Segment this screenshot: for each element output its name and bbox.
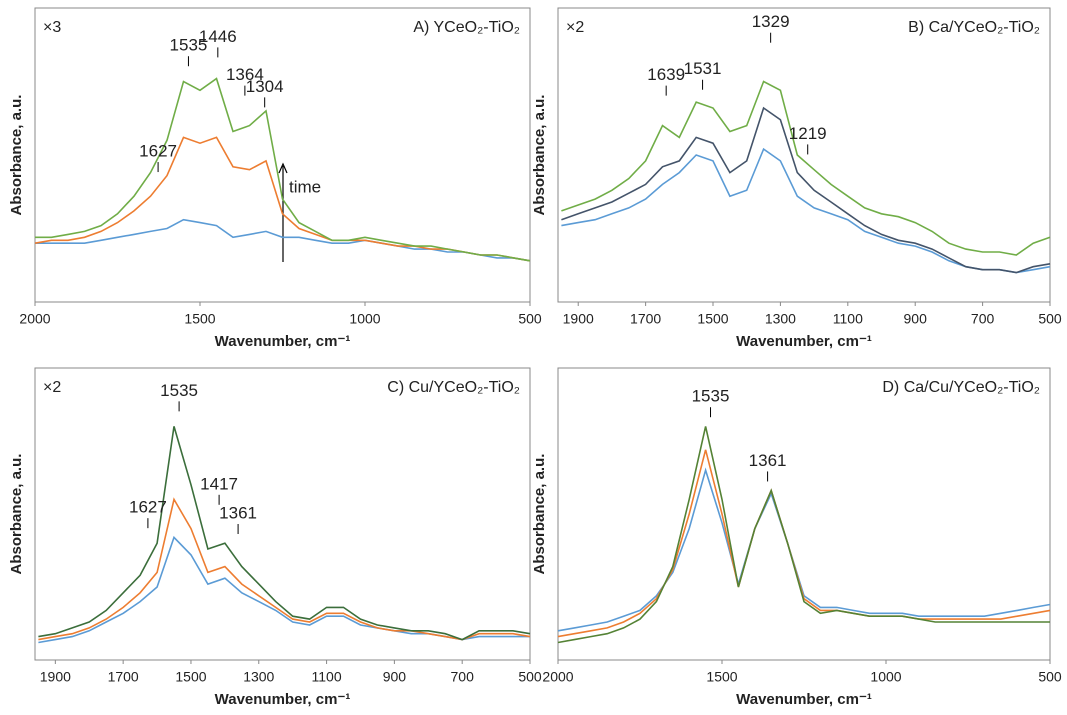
x-tick-label: 500 [518,669,542,685]
spectrum-line [35,77,531,262]
peak-label: 1304 [246,77,284,96]
time-label: time [289,177,321,196]
peak-label: 1639 [647,65,685,84]
y-axis-label: Absorbance, a.u. [531,95,548,216]
panel-title: C) Cu/YCeO₂-TiO₂ [387,379,520,396]
spectrum-line [38,497,531,641]
x-tick-label: 500 [518,311,542,327]
x-tick-label: 1500 [697,311,728,327]
peak-label: 1535 [170,36,208,55]
spectrum-line [38,426,531,641]
x-tick-label: 1100 [312,669,342,685]
peak-label: 1535 [160,381,198,400]
scale-note: ×3 [43,19,61,36]
spectrum-line [557,449,1051,638]
x-tick-label: 700 [971,311,995,327]
x-axis-label: Wavenumber, cm⁻¹ [215,333,351,350]
peak-label: 1627 [139,142,177,161]
time-arrow-head [278,162,288,174]
scale-note: ×2 [43,379,61,396]
panel-title: D) Ca/Cu/YCeO₂-TiO₂ [882,379,1040,396]
peak-label: 1219 [789,124,827,143]
plot-frame [34,7,531,303]
x-tick-label: 2000 [19,311,50,327]
peak-label: 1531 [684,59,722,78]
x-tick-label: 2000 [542,669,573,685]
peak-label: 1329 [752,12,790,31]
peak-label: 1364 [226,65,264,84]
panel-title: A) YCeO₂-TiO₂ [413,19,520,36]
x-tick-label: 900 [383,669,407,685]
x-tick-label: 500 [1038,311,1062,327]
scale-note: ×2 [566,19,584,36]
y-axis-label: Absorbance, a.u. [531,454,548,575]
peak-label: 1361 [749,451,787,470]
y-axis-label: Absorbance, a.u. [8,454,25,575]
y-axis-label: Absorbance, a.u. [8,95,25,216]
x-tick-label: 1300 [765,311,796,327]
x-tick-label: 1000 [870,669,901,685]
spectrum-line [38,535,530,644]
spectrum-line [561,106,1051,274]
spectrum-line [557,467,1051,632]
x-tick-label: 1300 [243,669,274,685]
x-tick-label: 500 [1038,669,1062,685]
x-tick-label: 1900 [40,669,71,685]
peak-label: 1535 [692,387,730,406]
x-tick-label: 700 [451,669,475,685]
panel-title: B) Ca/YCeO₂-TiO₂ [908,19,1040,36]
spectrum-line [557,426,1050,644]
peak-label: 1361 [219,503,257,522]
peak-label: 1627 [129,498,167,517]
x-tick-label: 1000 [349,311,380,327]
plot-frame [34,367,531,661]
plot-frame [557,367,1051,661]
x-tick-label: 900 [904,311,928,327]
spectrum-line [561,147,1051,274]
x-axis-label: Wavenumber, cm⁻¹ [736,691,872,708]
x-axis-label: Wavenumber, cm⁻¹ [736,333,872,350]
peak-label: 1446 [199,27,237,46]
x-tick-label: 1700 [108,669,139,685]
plot-frame [557,7,1051,303]
x-axis-label: Wavenumber, cm⁻¹ [215,691,351,708]
x-tick-label: 1500 [706,669,737,685]
x-tick-label: 1900 [563,311,594,327]
spectrum-line [561,80,1051,256]
x-tick-label: 1700 [630,311,661,327]
x-tick-label: 1100 [833,311,863,327]
x-tick-label: 1500 [184,311,215,327]
peak-label: 1417 [200,474,238,493]
spectrum-line [35,218,531,262]
x-tick-label: 1500 [175,669,206,685]
